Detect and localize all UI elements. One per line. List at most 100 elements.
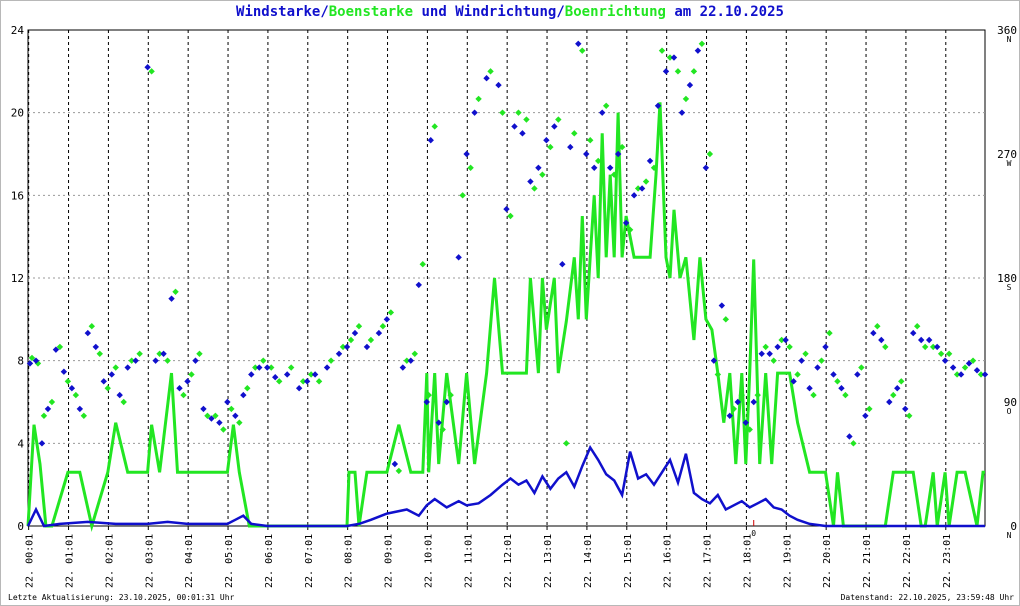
point-windrichtung xyxy=(878,336,885,344)
point-windrichtung xyxy=(527,178,534,185)
point-boenrichtung xyxy=(602,102,610,109)
point-windrichtung xyxy=(535,164,542,171)
title-sep-1: / xyxy=(320,4,329,20)
point-boenrichtung xyxy=(467,164,474,171)
x-tick-label: 22. 16:01 xyxy=(663,534,674,588)
point-boenrichtung xyxy=(547,143,554,151)
point-boenrichtung xyxy=(786,343,793,351)
point-windrichtung xyxy=(774,343,781,351)
point-boenrichtung xyxy=(499,109,506,116)
point-boenrichtung xyxy=(746,426,753,433)
point-boenrichtung xyxy=(252,364,259,371)
point-windrichtung xyxy=(511,123,518,130)
point-windrichtung xyxy=(973,367,981,374)
point-windrichtung xyxy=(766,350,773,357)
compass-label: W xyxy=(1007,159,1012,168)
point-boenrichtung xyxy=(507,212,514,220)
point-boenrichtung xyxy=(523,116,530,123)
point-boenrichtung xyxy=(487,68,494,75)
point-windrichtung xyxy=(383,316,391,323)
point-windrichtung xyxy=(559,261,566,268)
point-windrichtung xyxy=(295,385,303,392)
point-boenrichtung xyxy=(88,323,95,330)
point-windrichtung xyxy=(60,368,68,375)
point-boenrichtung xyxy=(762,343,769,351)
y-tick-label: 0 xyxy=(17,520,24,533)
point-windrichtung xyxy=(910,329,917,337)
point-windrichtung xyxy=(152,357,159,364)
point-boenrichtung xyxy=(563,440,570,447)
point-windrichtung xyxy=(423,398,430,406)
point-boenrichtung xyxy=(842,391,849,399)
point-windrichtung xyxy=(862,412,869,419)
point-windrichtung xyxy=(343,343,351,351)
calm-marker-label: 0 xyxy=(751,529,756,538)
point-windrichtung xyxy=(622,219,630,227)
point-boenrichtung xyxy=(658,47,666,54)
point-windrichtung xyxy=(718,302,726,309)
point-windrichtung xyxy=(160,350,167,357)
point-windrichtung xyxy=(264,364,271,371)
point-windrichtung xyxy=(76,405,84,413)
footer-data-state: Datenstand: 22.10.2025, 23:59:48 Uhr xyxy=(840,593,1014,602)
point-boenrichtung xyxy=(56,343,64,351)
x-tick-label: 22. 21:01 xyxy=(862,534,873,588)
point-windrichtung xyxy=(32,357,40,364)
point-windrichtung xyxy=(495,81,502,89)
point-windrichtung xyxy=(232,412,239,419)
point-windrichtung xyxy=(949,364,957,371)
point-boenrichtung xyxy=(794,371,801,378)
point-windrichtung xyxy=(435,419,442,426)
title-windrichtung: Windrichtung xyxy=(455,4,557,20)
point-windrichtung xyxy=(407,357,414,364)
point-windrichtung xyxy=(902,405,909,413)
point-windrichtung xyxy=(933,343,941,351)
point-windrichtung xyxy=(941,357,949,364)
point-windrichtung xyxy=(614,150,622,158)
point-boenrichtung xyxy=(204,412,211,419)
point-boenrichtung xyxy=(276,378,283,385)
point-windrichtung xyxy=(734,398,741,406)
point-boenrichtung xyxy=(72,391,80,399)
point-boenrichtung xyxy=(212,412,219,419)
point-windrichtung xyxy=(283,371,291,378)
point-windrichtung xyxy=(132,357,139,364)
y-tick-label: 8 xyxy=(17,355,24,368)
point-windrichtung xyxy=(830,371,837,378)
point-windrichtung xyxy=(248,371,255,378)
point-boenrichtung xyxy=(802,350,809,357)
point-windrichtung xyxy=(543,137,550,144)
point-windrichtung xyxy=(630,192,638,199)
point-boenrichtung xyxy=(419,261,426,268)
point-boenrichtung xyxy=(459,192,466,199)
point-boenrichtung xyxy=(287,364,295,371)
footer-last-update: Letzte Aktualisierung: 23.10.2025, 00:01… xyxy=(8,593,235,602)
point-windrichtung xyxy=(678,109,686,116)
point-windrichtung xyxy=(216,419,223,426)
point-windrichtung xyxy=(427,137,434,144)
x-tick-label: 22. 19:01 xyxy=(782,534,793,588)
point-windrichtung xyxy=(116,391,123,399)
y2-tick-label: 0 xyxy=(1010,520,1017,533)
title-windstarke: Windstarke xyxy=(236,4,321,20)
x-tick-label: 22. 02:01 xyxy=(104,534,115,588)
y2-tick-label: 270 xyxy=(997,148,1017,161)
point-boenrichtung xyxy=(698,40,706,47)
point-windrichtung xyxy=(694,47,702,54)
point-boenrichtung xyxy=(969,357,977,364)
point-boenrichtung xyxy=(411,350,418,357)
point-windrichtung xyxy=(84,329,92,337)
compass-label: N xyxy=(1007,35,1012,44)
point-boenrichtung xyxy=(156,350,163,357)
x-tick-label: 22. 04:01 xyxy=(184,534,195,588)
point-boenrichtung xyxy=(906,412,913,419)
point-boenrichtung xyxy=(595,157,602,165)
point-boenrichtung xyxy=(850,440,857,447)
point-windrichtung xyxy=(108,371,115,378)
point-boenrichtung xyxy=(188,371,195,378)
point-windrichtung xyxy=(38,440,46,447)
point-windrichtung xyxy=(894,385,901,392)
point-windrichtung xyxy=(335,350,343,357)
